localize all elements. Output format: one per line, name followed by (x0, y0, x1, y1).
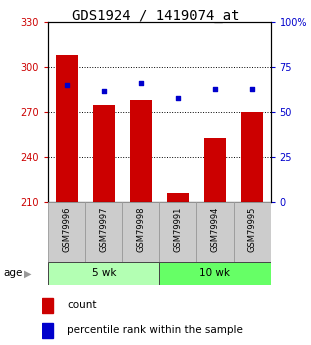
Text: GSM79998: GSM79998 (136, 207, 145, 252)
Bar (56, 55, 78, 202)
Text: GSM79994: GSM79994 (211, 207, 220, 252)
Bar (159, 202, 197, 262)
Bar (48, 202, 85, 262)
Bar (42, 297, 53, 313)
Bar (48, 262, 159, 285)
Bar (42, 323, 53, 338)
Text: percentile rank within the sample: percentile rank within the sample (67, 325, 243, 335)
Text: GSM79997: GSM79997 (99, 207, 108, 252)
Bar (130, 100, 152, 202)
Bar (197, 202, 234, 262)
Point (101, 88, 106, 93)
Bar (241, 112, 263, 202)
Text: age: age (3, 268, 22, 278)
Bar (234, 202, 271, 262)
Point (175, 95, 180, 100)
Text: ▶: ▶ (24, 268, 32, 278)
Text: GSM79991: GSM79991 (174, 207, 183, 252)
Point (64, 82, 69, 88)
Bar (93, 105, 115, 202)
Bar (204, 138, 226, 202)
Text: count: count (67, 300, 97, 310)
Text: GSM79995: GSM79995 (248, 207, 257, 252)
Text: GSM79996: GSM79996 (62, 207, 71, 252)
Bar (167, 193, 189, 202)
Point (138, 81, 143, 86)
Bar (85, 202, 122, 262)
Text: 5 wk: 5 wk (91, 268, 116, 278)
Text: 10 wk: 10 wk (199, 268, 230, 278)
Point (249, 86, 254, 91)
Text: GDS1924 / 1419074_at: GDS1924 / 1419074_at (72, 9, 239, 23)
Point (212, 86, 217, 91)
Bar (122, 202, 159, 262)
Bar (159, 262, 271, 285)
